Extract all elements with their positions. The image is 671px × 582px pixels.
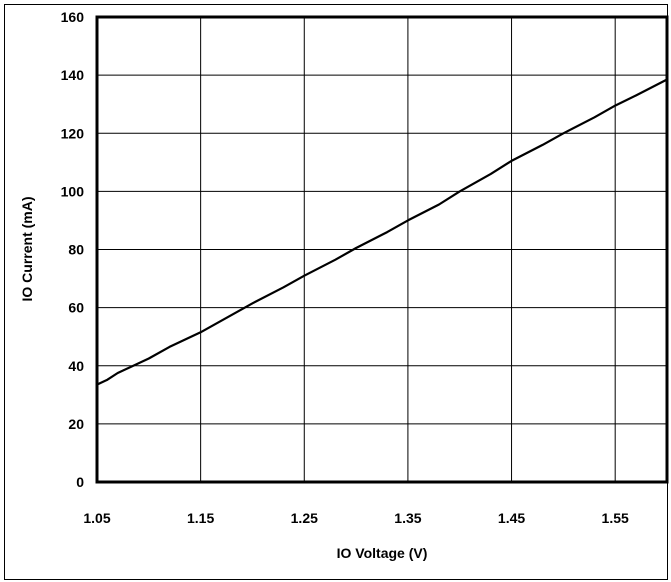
x-tick-label: 1.45 xyxy=(498,510,525,526)
y-tick-labels: 0 20 40 60 80 100 120 140 160 xyxy=(61,9,85,490)
y-tick-label: 0 xyxy=(76,474,84,490)
y-tick-label: 80 xyxy=(68,242,84,258)
y-axis-label: IO Current (mA) xyxy=(19,197,35,302)
x-tick-label: 1.35 xyxy=(394,510,421,526)
plot-area-border xyxy=(95,15,669,484)
y-tick-label: 40 xyxy=(68,358,84,374)
x-tick-label: 1.05 xyxy=(83,510,110,526)
y-tick-label: 140 xyxy=(61,67,85,83)
grid-lines xyxy=(96,16,667,483)
y-tick-label: 100 xyxy=(61,183,85,199)
series-line xyxy=(96,78,668,386)
y-tick-label: 120 xyxy=(61,125,85,141)
chart-frame xyxy=(4,4,668,580)
x-tick-label: 1.15 xyxy=(187,510,214,526)
y-tick-label: 60 xyxy=(68,300,84,316)
x-tick-label: 1.55 xyxy=(602,510,629,526)
x-tick-label: 1.25 xyxy=(291,510,318,526)
y-tick-label: 160 xyxy=(61,9,85,25)
y-tick-label: 20 xyxy=(68,416,84,432)
x-tick-labels: 1.05 1.15 1.25 1.35 1.45 1.55 xyxy=(83,510,629,526)
x-axis-label: IO Voltage (V) xyxy=(337,545,428,561)
